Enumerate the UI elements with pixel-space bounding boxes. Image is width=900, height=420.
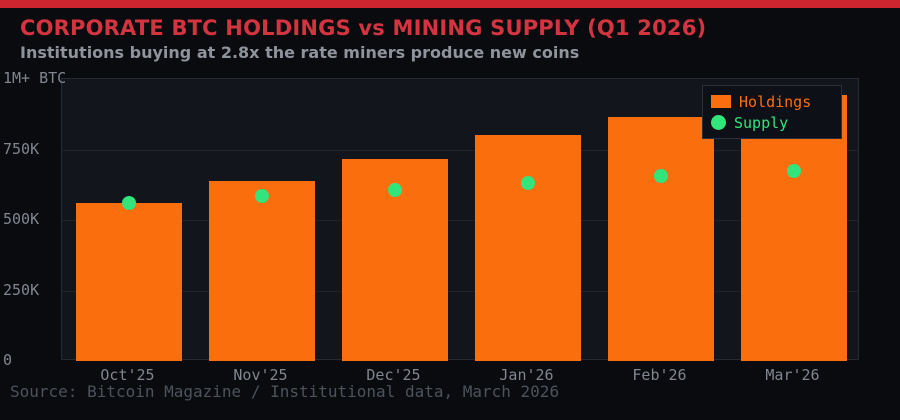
holdings-bar-jan-26: [474, 135, 581, 361]
supply-dot-dec-25: [387, 183, 402, 198]
holdings-bar-feb-26: [607, 117, 714, 361]
y-tick-0: 0: [3, 351, 13, 369]
supply-dot-jan-26: [520, 176, 535, 191]
holdings-bar-oct-25: [75, 203, 182, 361]
y-tick-750k: 750K: [3, 139, 40, 158]
supply-dot-feb-26: [653, 169, 668, 184]
gridline-500k: [62, 220, 858, 221]
gridline-250k: [62, 290, 858, 292]
y-tick-500k: 500K: [3, 210, 40, 228]
y-tick-1m-btc: 1M+ BTC: [3, 69, 67, 87]
x-tick-dec-25: Dec'25: [366, 366, 421, 384]
x-tick-feb-26: Feb'26: [632, 366, 687, 384]
x-tick-jan-26: Jan'26: [499, 366, 554, 384]
supply-dot-oct-25: [121, 196, 136, 211]
chart-title: CORPORATE BTC HOLDINGS vs MINING SUPPLY …: [20, 16, 707, 40]
legend-square-swatch-icon: [711, 95, 731, 108]
supply-dot-mar-26: [786, 163, 801, 178]
legend-item-holdings: Holdings: [711, 92, 833, 112]
x-tick-mar-26: Mar'26: [765, 366, 820, 384]
source-caption: Source: Bitcoin Magazine / Institutional…: [10, 382, 560, 401]
top-accent-strip: [0, 0, 900, 8]
chart-subtitle: Institutions buying at 2.8x the rate min…: [20, 43, 580, 62]
legend-item-supply: Supply: [711, 113, 833, 133]
y-tick-250k: 250K: [3, 280, 40, 299]
x-tick-oct-25: Oct'25: [100, 366, 155, 384]
legend: Holdings Supply: [702, 85, 842, 139]
legend-label-holdings: Holdings: [739, 92, 812, 111]
x-tick-nov-25: Nov'25: [233, 366, 288, 384]
supply-dot-nov-25: [254, 189, 269, 203]
legend-label-supply: Supply: [734, 113, 789, 132]
gridline-750k: [62, 149, 858, 151]
legend-circle-swatch-icon: [711, 115, 726, 130]
holdings-bar-nov-25: [208, 180, 315, 361]
